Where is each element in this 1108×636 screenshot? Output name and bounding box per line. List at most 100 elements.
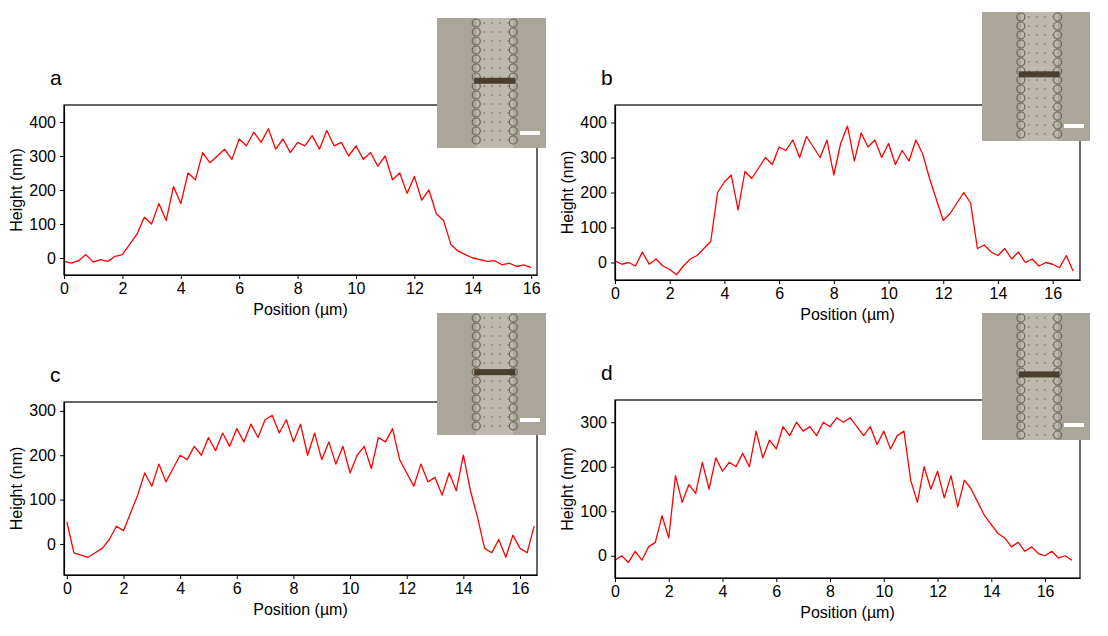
x-tick-label: 6 [235,280,244,297]
y-axis-line [64,106,65,276]
y-tick-label: 300 [29,148,56,165]
micrograph-inset [982,313,1090,440]
x-tick-mark [779,280,780,284]
inset-dot [483,380,485,382]
x-tick: 4 [177,275,186,297]
inset-edge-texture [1017,40,1025,48]
y-tick-mark [611,511,615,512]
x-tick-label: 10 [348,280,366,297]
x-axis: 0246810121416 [60,275,541,297]
inset-edge-texture [1054,314,1062,322]
inset-dot [1028,317,1030,319]
inset-dot [1028,353,1030,355]
inset-dot [1028,115,1030,117]
inset-edge-texture [509,341,517,349]
x-tick-label: 6 [233,580,242,597]
inset-dot [483,326,485,328]
x-tick-label: 10 [880,285,898,302]
inset-edge-texture [472,118,480,126]
inset-dot [499,103,501,105]
y-axis-line [64,403,65,576]
inset-edge-texture [1017,404,1025,412]
y-tick-mark [60,156,64,157]
x-tick-label: 2 [120,580,129,597]
inset-dot [1052,97,1054,99]
inset-dot [1052,434,1054,436]
inset-dot [1036,25,1038,27]
y-tick-label: 0 [598,254,607,271]
panel-letter: d [601,361,613,384]
x-tick: 8 [289,575,298,597]
inset-edge-texture [1054,422,1062,430]
x-tick-label: 0 [611,285,620,302]
inset-dot [1028,362,1030,364]
y-tick-mark [60,224,64,225]
y-tick: 300 [29,402,64,419]
inset-dot [483,389,485,391]
inset-dot [1028,25,1030,27]
inset-dot [1028,79,1030,81]
inset-dot [1036,344,1038,346]
x-tick-label: 16 [523,280,541,297]
inset-dot [1052,335,1054,337]
inset-edge-texture [472,332,480,340]
y-tick-mark [60,500,64,501]
inset-edge-texture [1017,386,1025,394]
inset-dot [1036,115,1038,117]
plot-area [615,126,1073,275]
inset-dot [499,425,501,427]
x-tick-mark [298,275,299,279]
x-tick: 16 [1044,280,1062,302]
inset-dot [483,344,485,346]
x-tick: 2 [118,275,127,297]
inset-dot [1044,61,1046,63]
inset-dot [1044,317,1046,319]
inset-edge-texture [1054,94,1062,102]
inset-edge-texture [1017,121,1025,129]
y-tick: 300 [29,148,64,165]
inset-dot [1044,362,1046,364]
inset-dot [1044,43,1046,45]
x-tick-mark [407,575,408,579]
x-tick: 6 [775,280,784,302]
panel-letter: c [50,363,61,386]
inset-edge-texture [509,28,517,36]
inset-edge-texture [509,55,517,63]
inset-background [437,18,546,148]
inset-edge-texture [509,91,517,99]
inset-dot [1028,52,1030,54]
y-tick-label: 400 [580,114,607,131]
y-tick: 0 [47,250,64,267]
inset-dot [491,425,493,427]
inset-background [982,313,1090,440]
inset-edge-texture [509,64,517,72]
inset-edge-texture [1054,332,1062,340]
inset-dot [1044,25,1046,27]
inset-dot [499,398,501,400]
x-tick: 10 [880,280,898,302]
inset-dot [1044,353,1046,355]
inset-dot [499,94,501,96]
inset-dot [1044,97,1046,99]
x-tick: 16 [512,575,530,597]
inset-dot [1028,97,1030,99]
inset-edge-texture [509,127,517,135]
x-tick: 12 [929,578,947,600]
inset-dot [499,362,501,364]
inset-dot [507,58,509,60]
inset-edge-texture [509,350,517,358]
inset-edge-texture [1017,332,1025,340]
y-tick: 300 [580,149,615,166]
x-tick: 14 [983,578,1001,600]
inset-edge-texture [1017,13,1025,21]
inset-dot [491,398,493,400]
x-tick: 2 [666,280,675,302]
x-tick-label: 6 [772,583,781,600]
y-tick-label: 200 [29,447,56,464]
x-tick: 6 [233,575,242,597]
x-tick: 6 [772,578,781,600]
x-axis-title: Position (µm) [800,604,895,621]
inset-dot [507,31,509,33]
inset-dot [491,121,493,123]
x-tick-label: 4 [176,580,185,597]
